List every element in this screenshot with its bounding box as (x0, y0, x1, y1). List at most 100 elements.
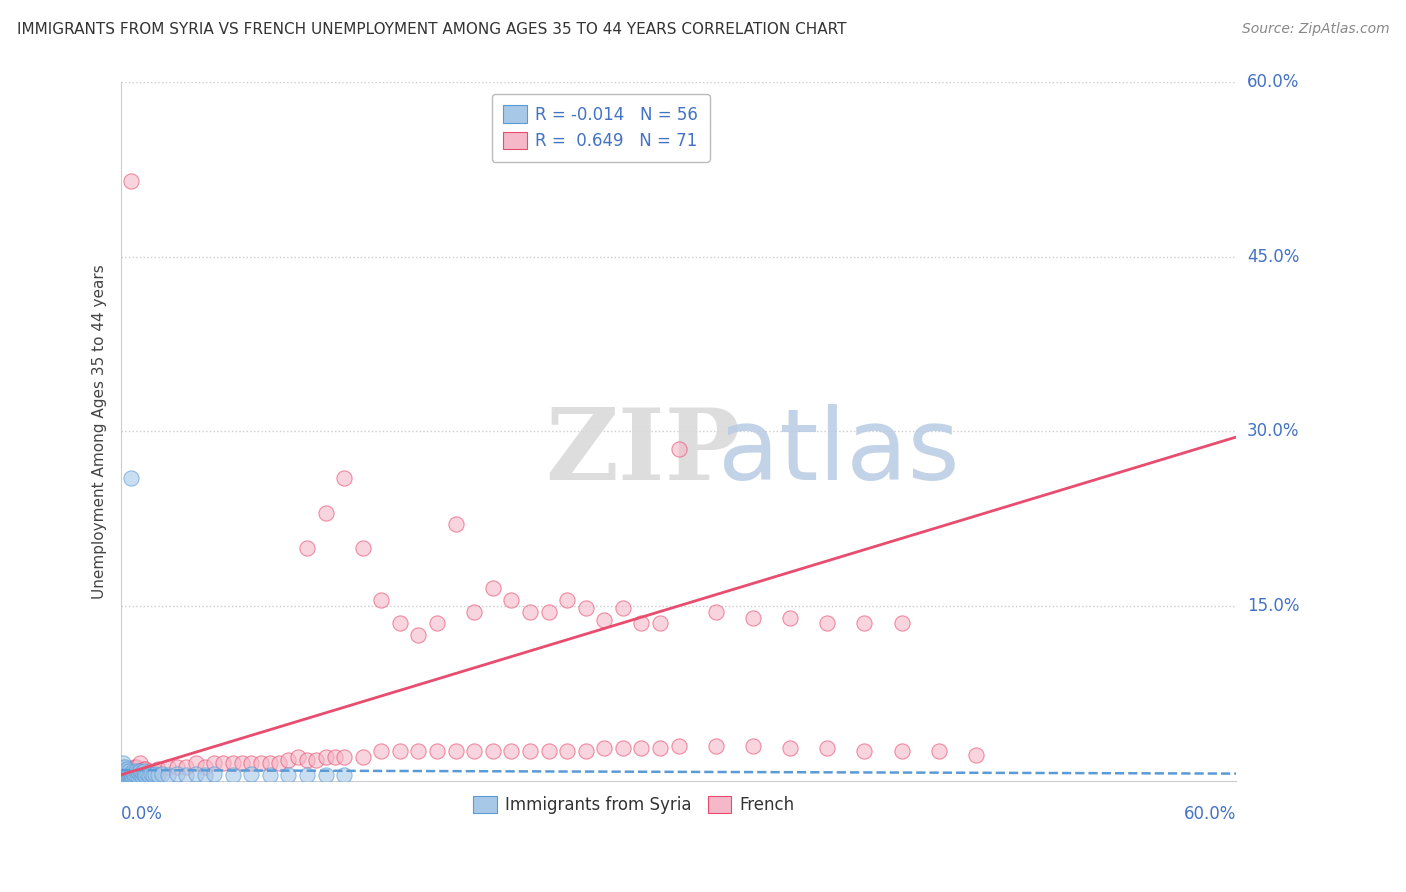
Text: 0.0%: 0.0% (121, 805, 163, 823)
Point (121, 762, 143, 776)
Point (370, 593, 392, 607)
Point (537, 744, 560, 758)
Point (444, 517, 467, 532)
Point (118, 764, 141, 779)
Text: IMMIGRANTS FROM SYRIA VS FRENCH UNEMPLOYMENT AMONG AGES 35 TO 44 YEARS CORRELATI: IMMIGRANTS FROM SYRIA VS FRENCH UNEMPLOY… (17, 22, 846, 37)
Point (269, 756, 291, 771)
Point (114, 765, 136, 780)
Point (112, 756, 135, 771)
Point (122, 766, 145, 780)
Point (120, 766, 142, 780)
Point (815, 741, 838, 756)
Point (315, 750, 337, 764)
Point (112, 764, 135, 779)
Point (333, 768, 356, 782)
Point (259, 768, 281, 782)
Point (114, 763, 136, 777)
Y-axis label: Unemployment Among Ages 35 to 44 years: Unemployment Among Ages 35 to 44 years (93, 264, 107, 599)
Point (555, 744, 578, 758)
Point (128, 768, 150, 782)
Point (463, 605, 485, 619)
Point (112, 770, 135, 784)
Point (779, 610, 801, 624)
Point (668, 442, 690, 456)
Point (127, 764, 149, 779)
Point (120, 174, 142, 188)
Point (408, 628, 430, 642)
Point (134, 762, 156, 776)
Point (148, 762, 170, 776)
Point (120, 471, 142, 485)
Point (127, 769, 149, 783)
Point (928, 744, 950, 758)
Point (295, 768, 318, 782)
Point (127, 765, 149, 780)
Point (118, 766, 141, 780)
Point (121, 766, 143, 780)
Point (148, 768, 170, 782)
Point (965, 747, 987, 762)
Point (112, 770, 135, 784)
Point (315, 768, 337, 782)
Point (482, 582, 505, 596)
Point (231, 756, 253, 771)
Point (630, 616, 652, 631)
Text: atlas: atlas (717, 404, 959, 500)
Point (125, 764, 148, 779)
Point (648, 741, 671, 756)
Point (277, 753, 299, 767)
Point (779, 741, 801, 756)
Point (853, 616, 876, 631)
Text: Source: ZipAtlas.com: Source: ZipAtlas.com (1241, 22, 1389, 37)
Point (212, 756, 235, 771)
Point (128, 764, 150, 779)
Point (115, 768, 138, 782)
Point (143, 764, 166, 779)
Point (166, 759, 188, 773)
Point (519, 744, 541, 758)
Point (259, 756, 281, 771)
Point (115, 764, 138, 779)
Point (202, 756, 225, 771)
Point (125, 759, 148, 773)
Text: 60.0%: 60.0% (1184, 805, 1236, 823)
Point (295, 753, 318, 767)
Point (174, 759, 197, 773)
Text: 60.0%: 60.0% (1247, 73, 1299, 91)
Point (122, 759, 145, 773)
Point (134, 768, 156, 782)
Point (194, 768, 217, 782)
Point (277, 768, 299, 782)
Point (184, 766, 207, 780)
Point (555, 593, 578, 607)
Point (222, 768, 245, 782)
Point (112, 768, 135, 782)
Point (593, 741, 616, 756)
Point (815, 616, 838, 631)
Point (156, 768, 179, 782)
Point (890, 744, 912, 758)
Point (501, 744, 523, 758)
Text: 45.0%: 45.0% (1247, 248, 1299, 266)
Point (166, 766, 188, 780)
Point (593, 613, 616, 627)
Point (114, 759, 136, 773)
Point (648, 616, 671, 631)
Legend: Immigrants from Syria, French: Immigrants from Syria, French (467, 789, 801, 822)
Point (704, 605, 727, 619)
Point (222, 756, 245, 771)
Point (630, 741, 652, 756)
Point (202, 766, 225, 780)
Point (120, 770, 142, 784)
Text: ZIP: ZIP (546, 404, 740, 500)
Point (136, 766, 159, 780)
Point (121, 769, 143, 783)
Point (114, 770, 136, 784)
Point (115, 762, 138, 776)
Point (114, 769, 136, 783)
Point (184, 756, 207, 771)
Point (132, 762, 155, 776)
Point (114, 768, 136, 782)
Point (463, 744, 485, 758)
Point (194, 759, 217, 773)
